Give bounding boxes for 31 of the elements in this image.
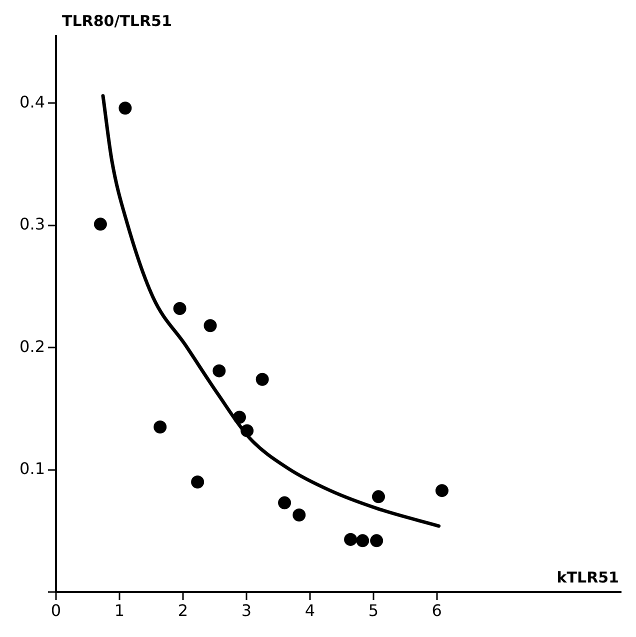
x-tick-label: 0 (50, 600, 62, 620)
point (278, 496, 292, 510)
point (212, 364, 226, 378)
x-tick-label: 4 (304, 600, 316, 620)
x-tick-label: 5 (368, 600, 379, 620)
x-axis-title: kTLR51 (556, 568, 619, 586)
x-tick-label: 1 (114, 600, 125, 620)
point (370, 534, 384, 548)
point (256, 372, 269, 386)
point (191, 476, 204, 489)
point (118, 102, 132, 115)
y-tick-label: 0.4 (20, 92, 45, 112)
y-tick-label: 0.1 (20, 458, 45, 478)
x-tick-label: 2 (178, 600, 188, 620)
point (435, 484, 448, 498)
x-tick-label: 3 (241, 600, 252, 620)
point (292, 508, 306, 522)
point (94, 218, 107, 231)
y-axis-title: TLR80/TLR51 (62, 12, 172, 30)
point (372, 490, 385, 504)
point (154, 420, 167, 434)
y-tick-label: 0.3 (20, 214, 45, 234)
line-series (101, 94, 441, 528)
point (344, 532, 358, 546)
point (204, 319, 217, 332)
y-tick-label: 0.2 (20, 336, 45, 356)
point (173, 302, 186, 315)
point (232, 410, 246, 424)
x-tick-label: 6 (432, 600, 442, 620)
point (356, 534, 370, 548)
point (240, 424, 254, 438)
